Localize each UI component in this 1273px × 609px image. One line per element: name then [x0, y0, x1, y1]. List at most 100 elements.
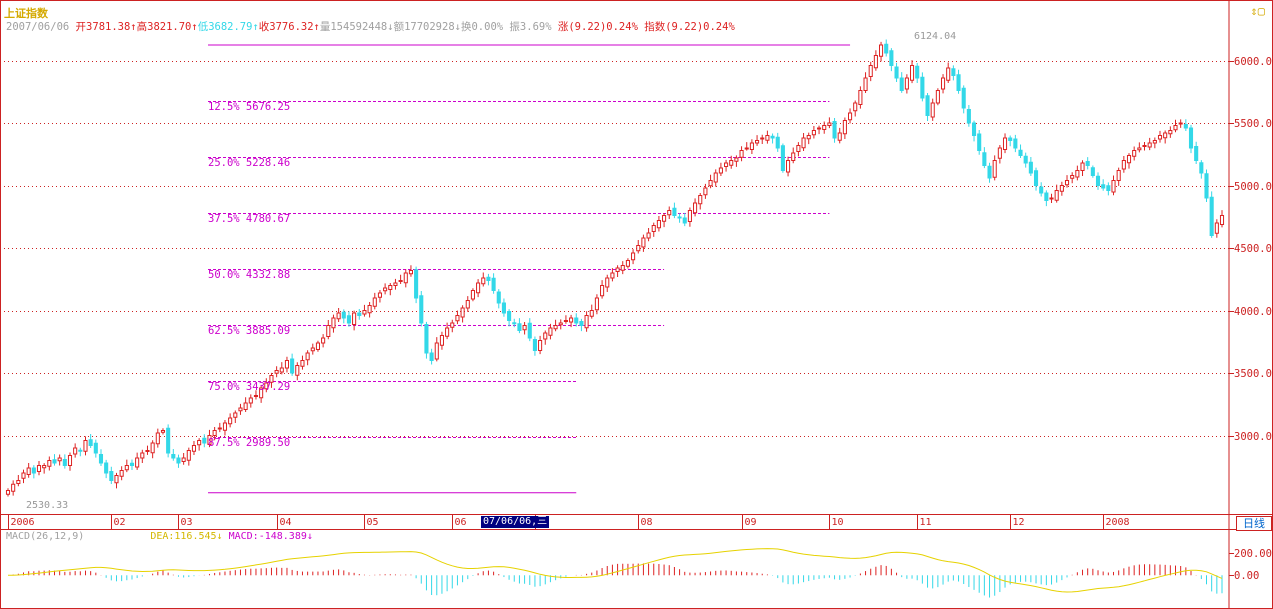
- x-tick-label: 05: [366, 517, 379, 528]
- small-box-icon[interactable]: ▢: [1257, 4, 1265, 18]
- candle-body: [181, 457, 186, 462]
- price-gridlines: [0, 61, 1234, 437]
- candle-body: [284, 360, 290, 369]
- candle-body: [383, 287, 388, 292]
- candle-body: [925, 95, 930, 116]
- candle-body: [1209, 196, 1214, 236]
- candle-body: [713, 172, 718, 183]
- candle-body: [636, 245, 641, 252]
- macd-tick-label: 200.00: [1234, 547, 1272, 560]
- candle-body: [1044, 192, 1049, 201]
- candle-body: [739, 150, 744, 158]
- index-title[interactable]: 上证指数: [4, 7, 48, 20]
- candle-body: [935, 90, 940, 104]
- candle-body: [104, 462, 109, 474]
- toolbar-icons[interactable]: ⇕▢: [1251, 4, 1265, 18]
- candle-body: [930, 102, 935, 118]
- candle-body: [83, 440, 88, 452]
- candle-body: [279, 367, 284, 373]
- fib-level-label: 87.5% 2989.50: [208, 436, 291, 449]
- candle-body: [656, 220, 661, 229]
- candle-body: [574, 317, 579, 324]
- candle-body: [166, 427, 171, 454]
- candle-body: [1013, 138, 1018, 149]
- up-down-arrows-icon[interactable]: ⇕: [1250, 4, 1258, 18]
- candle-body: [992, 160, 997, 178]
- candle-body: [729, 160, 734, 166]
- candle-body: [538, 340, 543, 351]
- candle-body: [362, 310, 367, 315]
- candle-body: [486, 276, 491, 281]
- candle-body: [1023, 155, 1028, 164]
- y-tick-label: 3000.00: [1234, 430, 1273, 443]
- candle-body: [1204, 173, 1209, 199]
- quote-volume: 量154592448↓: [319, 21, 394, 33]
- candle-body: [114, 475, 119, 484]
- x-tick-label: 03: [180, 517, 193, 528]
- candle-body: [5, 490, 11, 495]
- period-selector[interactable]: 日线: [1236, 516, 1272, 531]
- fib-level-label: 75.0% 3437.29: [208, 380, 291, 393]
- quote-date: 2007/06/06: [6, 21, 70, 33]
- candle-body: [155, 432, 160, 445]
- x-tick-label: 06: [454, 517, 467, 528]
- candle-body: [517, 323, 522, 331]
- candle-body: [1121, 160, 1126, 170]
- candle-body: [1101, 184, 1106, 189]
- candle-body: [615, 267, 620, 272]
- candle-body: [641, 237, 646, 248]
- candle-body: [940, 77, 946, 90]
- candle-body: [73, 447, 78, 455]
- candle-body: [569, 317, 574, 323]
- candle-body: [47, 460, 52, 467]
- candle-body: [827, 122, 832, 126]
- candle-body: [424, 324, 429, 354]
- candle-body: [274, 370, 279, 374]
- y-tick-label: 4500.00: [1234, 242, 1273, 255]
- candle-body: [682, 217, 687, 224]
- candle-body: [357, 312, 362, 316]
- candle-body: [1183, 124, 1188, 129]
- candle-body: [1049, 197, 1054, 200]
- candle-body: [966, 109, 971, 124]
- candle-body: [67, 455, 73, 466]
- candle-body: [228, 417, 233, 425]
- candle-body: [744, 147, 749, 150]
- candle-body: [1070, 175, 1075, 179]
- candle-body: [982, 152, 987, 166]
- candle-body: [522, 325, 527, 331]
- peak-label: 6124.04: [914, 31, 957, 42]
- fib-level-label: 50.0% 4332.88: [208, 268, 291, 281]
- y-tick-label: 3500.00: [1234, 367, 1273, 380]
- candle-body: [191, 445, 197, 452]
- candle-body: [915, 65, 920, 79]
- candle-body: [718, 167, 723, 174]
- candle-body: [388, 285, 393, 290]
- candle-body: [186, 450, 191, 461]
- candle-body: [548, 327, 553, 336]
- candle-body: [600, 285, 605, 297]
- x-tick-label: 02: [113, 517, 126, 528]
- candle-body: [1157, 135, 1163, 140]
- candle-body: [780, 145, 785, 171]
- candle-body: [109, 471, 114, 481]
- candle-body: [450, 322, 455, 328]
- candle-body: [977, 133, 982, 151]
- candle-body: [259, 387, 264, 399]
- candle-body: [248, 397, 253, 404]
- candle-body: [1095, 175, 1101, 186]
- candle-body: [1137, 147, 1142, 151]
- candle-body: [817, 127, 822, 130]
- quote-info-row: 2007/06/06 开3781.38↑高3821.70↑低3682.79↑收3…: [6, 19, 735, 34]
- candle-body: [367, 305, 372, 314]
- candle-body: [481, 277, 486, 285]
- candle-body: [558, 322, 563, 326]
- candle-body: [796, 145, 801, 152]
- candle-body: [749, 142, 754, 150]
- candle-body: [646, 232, 651, 239]
- candle-body: [26, 467, 31, 475]
- candle-body: [878, 44, 884, 57]
- candle-body: [455, 315, 460, 322]
- candle-body: [42, 465, 47, 469]
- candle-body: [677, 216, 682, 219]
